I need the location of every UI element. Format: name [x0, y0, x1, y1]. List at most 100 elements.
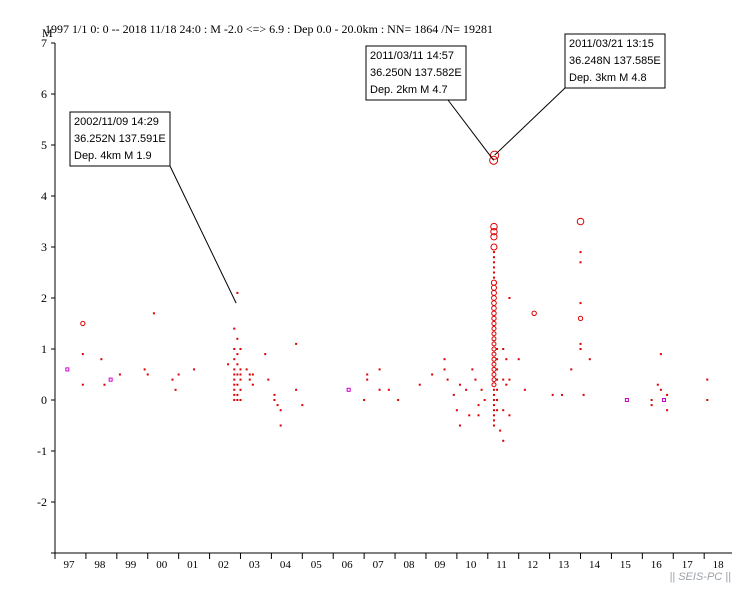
event-dot: [267, 378, 270, 381]
event-dot: [579, 251, 582, 254]
event-dot: [706, 378, 709, 381]
event-marker: [491, 315, 497, 322]
event-dot: [276, 404, 279, 407]
event-marker-special: [661, 398, 666, 402]
event-marker: [490, 222, 498, 231]
event-dot: [236, 337, 239, 340]
event-dot: [499, 429, 502, 432]
event-dot: [579, 348, 582, 350]
event-dot: [452, 393, 455, 396]
event-dot: [239, 388, 242, 391]
y-tick-label: 1: [41, 342, 47, 356]
event-dot: [579, 261, 582, 264]
event-dot: [248, 373, 251, 376]
event-marker: [491, 377, 497, 383]
event-marker: [491, 331, 497, 337]
event-dot: [502, 409, 505, 412]
y-tick-label: 6: [41, 87, 47, 101]
chart-points: [65, 150, 709, 442]
event-dot: [570, 368, 573, 371]
annotation-leader-line: [494, 87, 566, 156]
event-dot: [508, 378, 511, 381]
event-dot: [465, 388, 468, 391]
event-dot: [443, 358, 446, 361]
annotation-date: 2011/03/21 13:15: [569, 38, 654, 50]
annotation-coords: 36.252N 137.591E: [74, 133, 166, 145]
event-dot: [492, 404, 495, 407]
y-tick-label: 7: [41, 36, 47, 50]
annotation-callout: 2002/11/09 14:29 36.252N 137.591E Dep. 4km…: [69, 111, 237, 304]
x-tick-label: 07: [373, 559, 385, 571]
annotation-callout: 2011/03/11 14:57 36.250N 137.582E Dep. 2km…: [365, 45, 495, 161]
event-dot: [492, 393, 495, 396]
event-dot: [502, 378, 505, 381]
event-dot: [378, 368, 381, 371]
event-marker: [491, 326, 497, 332]
event-marker: [576, 217, 585, 226]
event-dot: [233, 393, 236, 396]
event-dot: [236, 363, 239, 366]
x-tick-label: 06: [342, 559, 354, 571]
event-dot: [245, 368, 248, 371]
event-dot: [236, 383, 239, 386]
event-dot: [458, 424, 461, 427]
event-marker: [491, 289, 497, 296]
x-tick-label: 16: [651, 559, 663, 571]
event-dot: [143, 368, 146, 371]
event-dot: [431, 373, 434, 376]
event-dot: [152, 312, 155, 315]
event-dot: [239, 378, 242, 381]
x-tick-label: 17: [682, 559, 694, 571]
event-dot: [233, 358, 236, 361]
event-dot: [387, 388, 390, 391]
event-marker: [490, 150, 500, 160]
event-dot: [118, 373, 121, 376]
event-dot: [236, 291, 239, 294]
event-dot: [579, 342, 582, 345]
annotation-date: 2011/03/11 14:57: [370, 50, 454, 62]
event-marker: [490, 233, 498, 241]
y-tick-label: -1: [37, 444, 47, 458]
event-marker: [491, 310, 497, 317]
annotation-box: [69, 111, 171, 167]
event-marker: [531, 310, 537, 317]
event-dot: [233, 399, 236, 401]
event-dot: [471, 368, 474, 371]
event-dot: [301, 404, 304, 407]
x-tick-label: 14: [589, 559, 601, 571]
event-dot: [239, 399, 242, 401]
x-tick-label: 12: [527, 559, 538, 571]
event-dot: [171, 378, 174, 381]
event-dot: [366, 373, 369, 376]
event-dot: [251, 383, 254, 386]
event-marker: [490, 279, 498, 286]
event-dot: [659, 353, 662, 356]
event-dot: [251, 373, 254, 376]
event-dot: [483, 399, 486, 401]
x-tick-label: 05: [311, 559, 323, 571]
x-tick-label: 08: [404, 559, 416, 571]
event-dot: [227, 363, 230, 366]
event-marker: [491, 320, 497, 327]
event-marker-special: [65, 367, 70, 372]
event-dot: [492, 419, 495, 422]
x-tick-label: 10: [465, 559, 477, 571]
event-dot: [505, 358, 508, 361]
y-tick-label: 5: [41, 138, 47, 152]
event-dot: [523, 388, 526, 391]
event-dot: [502, 348, 505, 350]
event-marker: [489, 155, 499, 165]
event-dot: [588, 358, 591, 361]
event-dot: [492, 256, 495, 259]
y-tick-label: 3: [41, 240, 47, 254]
event-dot: [103, 383, 106, 386]
event-dot: [579, 302, 582, 305]
x-tick-label: 98: [94, 559, 106, 571]
event-dot: [177, 373, 180, 376]
event-marker: [491, 295, 497, 301]
event-marker: [490, 243, 498, 251]
event-marker: [491, 305, 497, 311]
event-dot: [650, 404, 653, 407]
event-dot: [496, 388, 499, 391]
